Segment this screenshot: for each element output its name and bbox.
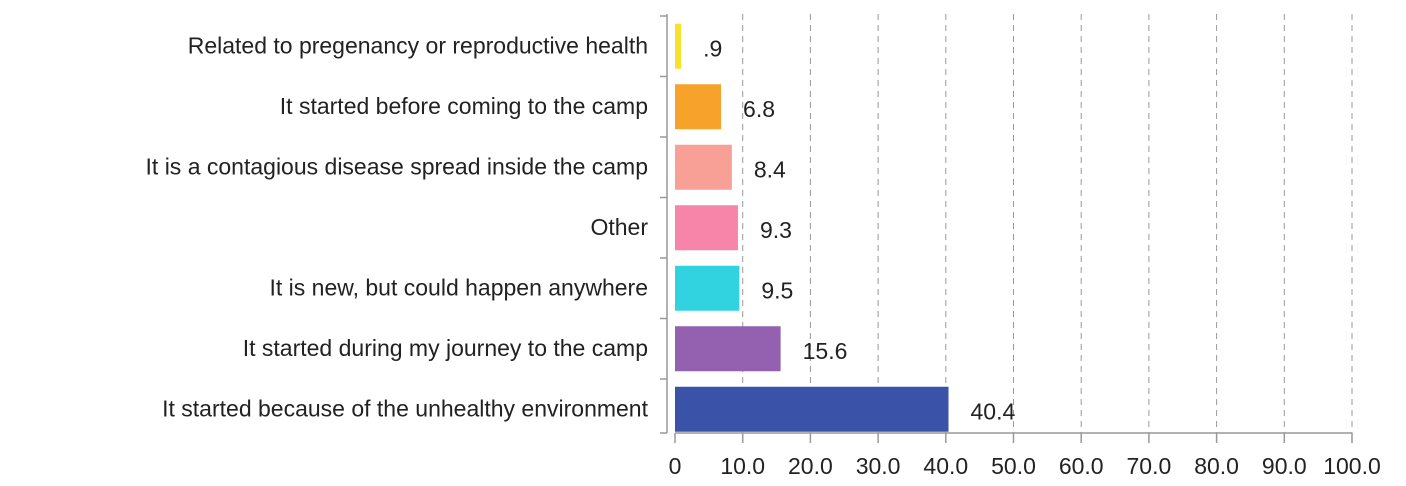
- bar: [675, 265, 740, 311]
- value-label: 15.6: [803, 338, 848, 364]
- x-tick-label: 90.0: [1262, 453, 1307, 479]
- category-label: It is a contagious disease spread inside…: [146, 153, 648, 179]
- x-tick-label: 10.0: [720, 453, 765, 479]
- value-label: 9.3: [760, 217, 792, 243]
- x-tick-label: 100.0: [1323, 453, 1381, 479]
- bar: [675, 84, 722, 130]
- value-label: 9.5: [761, 277, 793, 303]
- bar: [675, 326, 781, 372]
- category-label: It started before coming to the camp: [280, 93, 648, 119]
- value-label: 40.4: [971, 398, 1016, 424]
- category-label: It started during my journey to the camp: [243, 335, 648, 361]
- x-tick-label: 60.0: [1059, 453, 1104, 479]
- x-tick-label: 40.0: [923, 453, 968, 479]
- bar: [675, 144, 732, 190]
- bar: [675, 205, 738, 251]
- category-label: Related to pregenancy or reproductive he…: [188, 32, 648, 58]
- bar: [675, 386, 949, 432]
- category-label: Other: [590, 214, 648, 240]
- category-label: It started because of the unhealthy envi…: [162, 395, 648, 421]
- x-tick-label: 50.0: [991, 453, 1036, 479]
- value-label: 6.8: [743, 96, 775, 122]
- bar: [675, 23, 682, 69]
- x-tick-label: 70.0: [1127, 453, 1172, 479]
- x-tick-label: 80.0: [1194, 453, 1239, 479]
- value-label: 8.4: [754, 156, 786, 182]
- x-tick-label: 30.0: [856, 453, 901, 479]
- category-label: It is new, but could happen anywhere: [270, 274, 648, 300]
- x-tick-label: 0: [669, 453, 682, 479]
- value-label: .9: [703, 35, 722, 61]
- x-tick-label: 20.0: [788, 453, 833, 479]
